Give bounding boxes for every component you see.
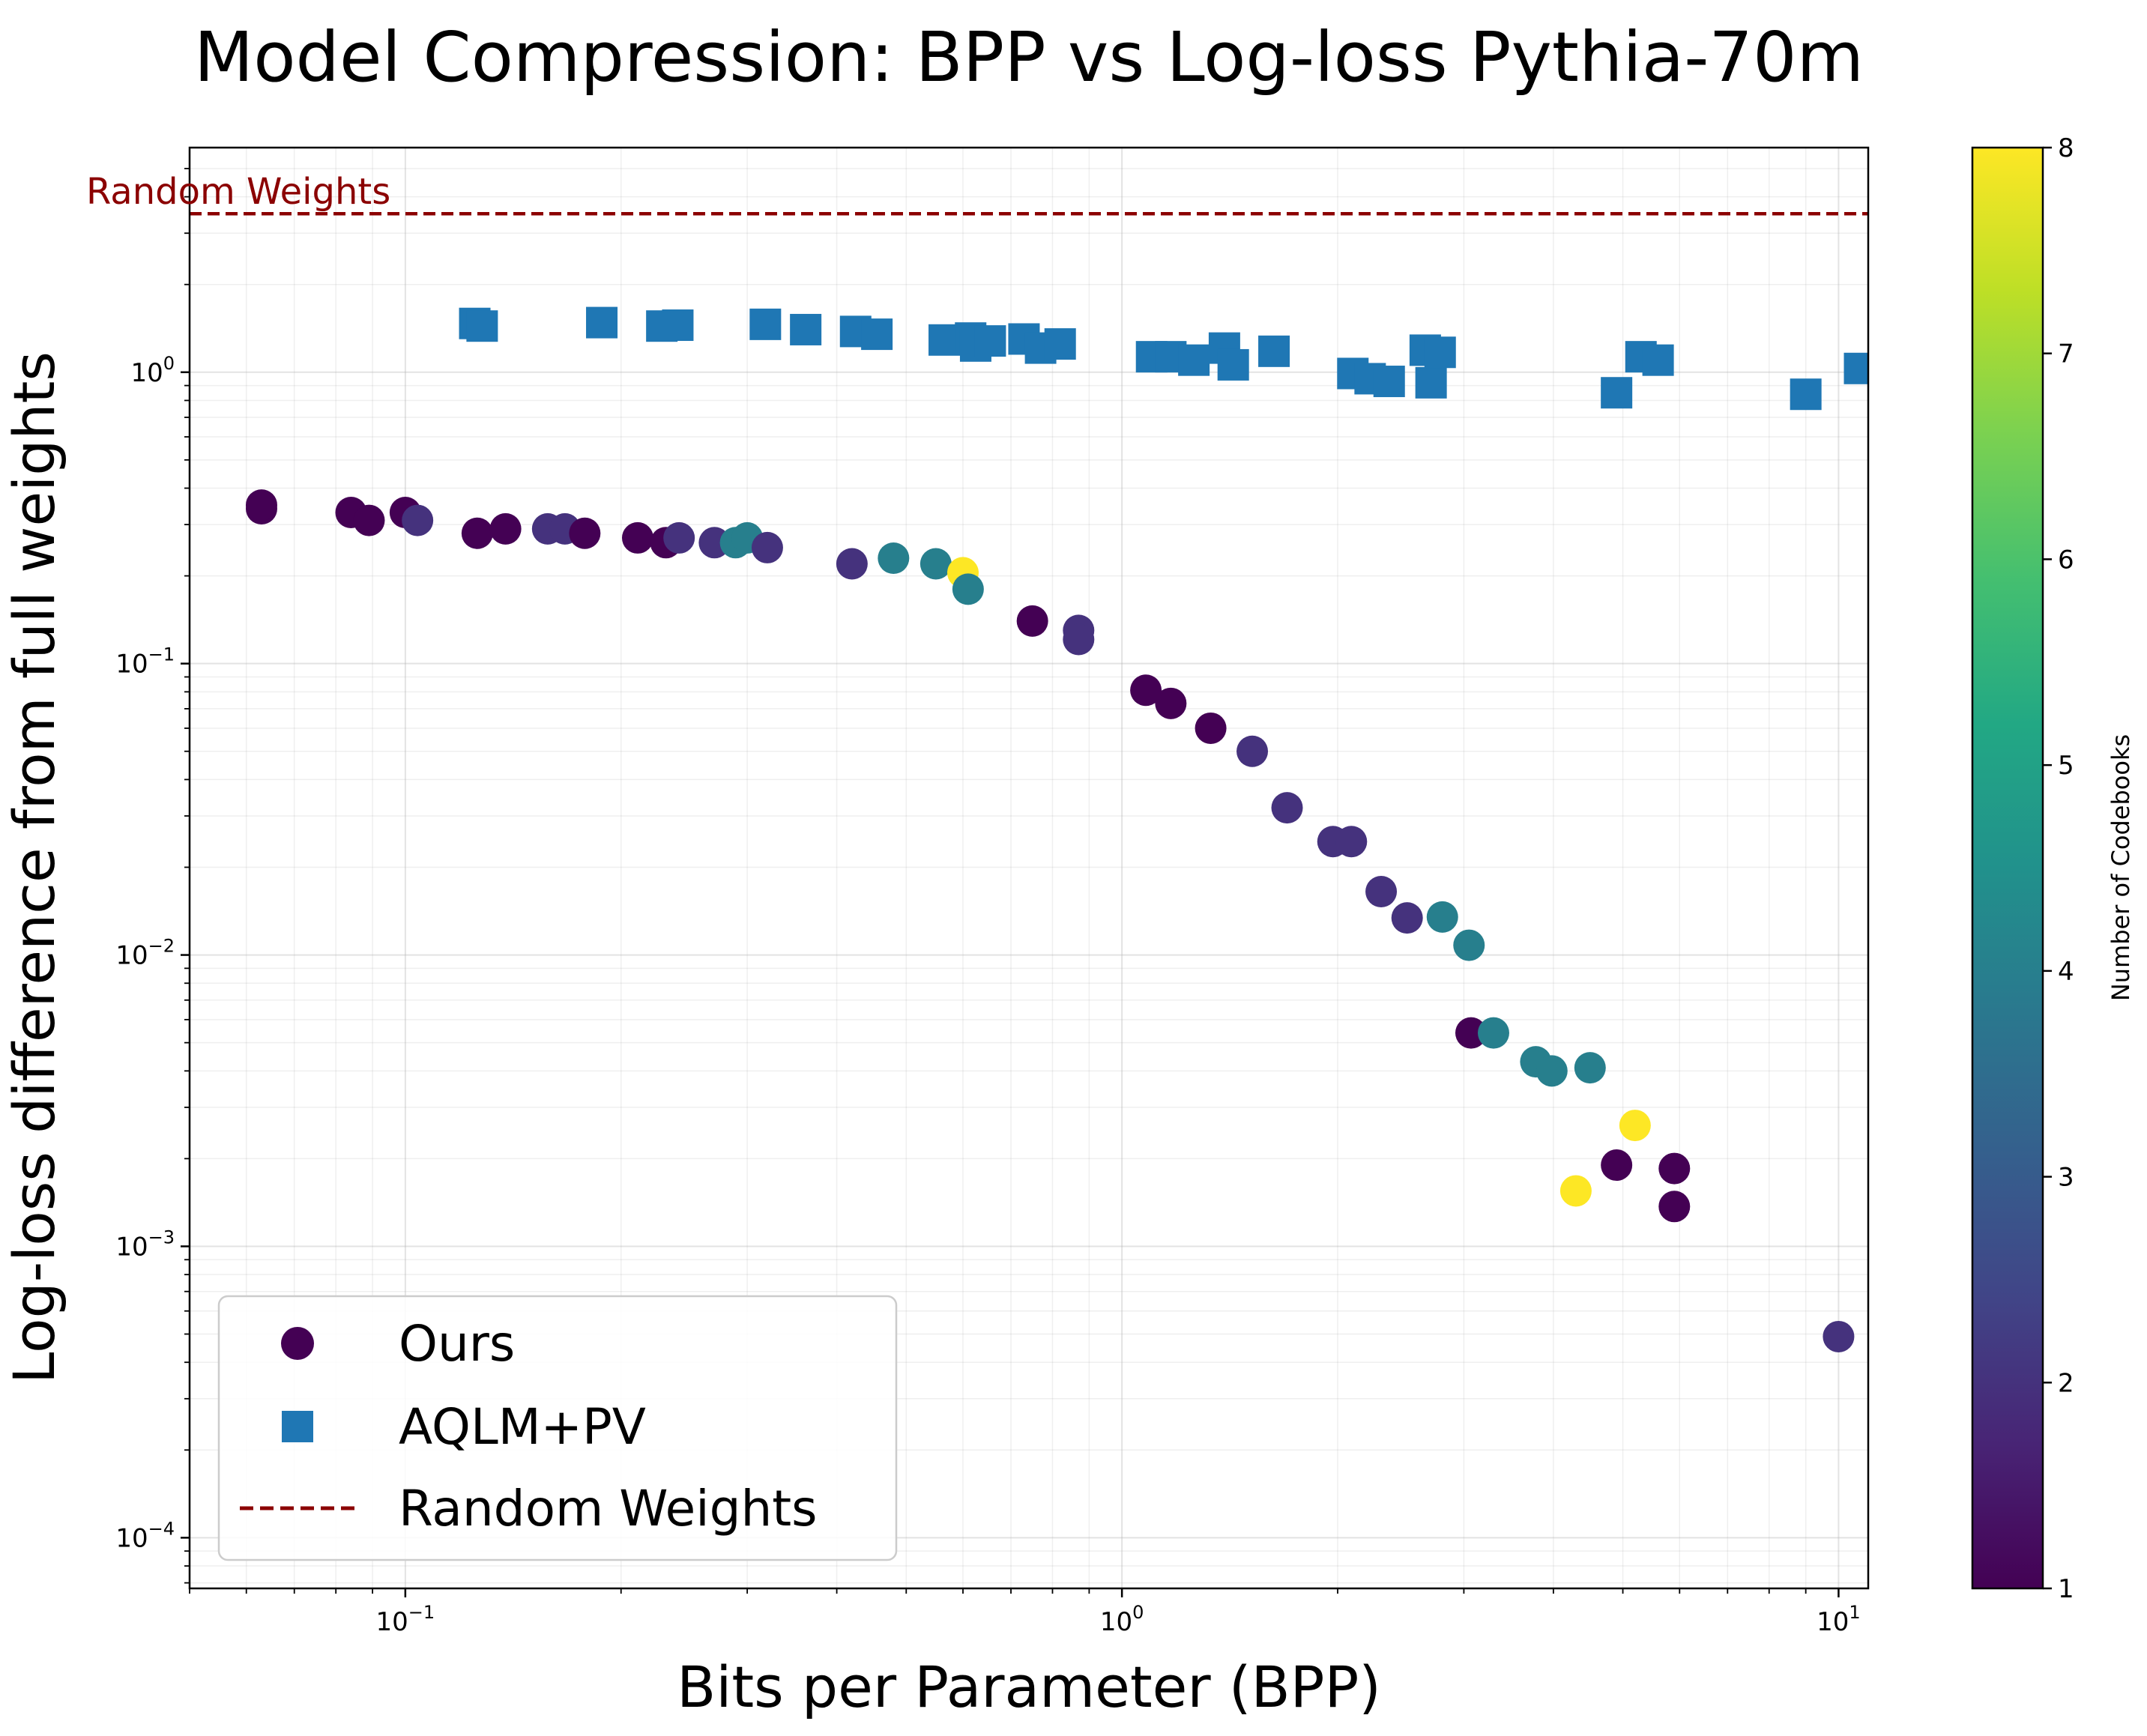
ours-point — [1601, 1149, 1633, 1182]
ours-point — [1271, 792, 1303, 824]
aqlm-point — [466, 310, 498, 342]
random-weights-annotation: Random Weights — [86, 171, 390, 213]
plot-frame — [188, 146, 1870, 1590]
ours-point — [751, 531, 783, 563]
colorbar-tick-label: 8 — [2058, 133, 2074, 163]
ours-point — [920, 548, 952, 580]
aqlm-point — [1044, 328, 1076, 360]
ours-point — [402, 504, 434, 536]
ours-point — [245, 489, 277, 521]
aqlm-point — [586, 306, 618, 339]
ours-point — [1535, 1055, 1568, 1087]
aqlm-point — [1642, 344, 1674, 376]
ours-point — [1574, 1052, 1606, 1084]
legend-label-ours: Ours — [399, 1315, 515, 1373]
colorbar-tick-label: 7 — [2058, 339, 2074, 369]
grid-lines — [189, 148, 1868, 1588]
legend-box — [217, 1295, 898, 1561]
ours-point — [621, 521, 653, 554]
ours-point — [663, 521, 695, 554]
x-tick-label: 101 — [1817, 1602, 1861, 1637]
ours-point — [1365, 875, 1398, 907]
ours-point — [1477, 1017, 1509, 1049]
ours-point — [569, 517, 601, 549]
x-axis-ticks: 10−1 100 101 — [189, 1588, 1861, 1637]
ours-point — [1559, 1175, 1592, 1207]
aqlm-point — [1178, 344, 1210, 376]
ours-point — [1391, 902, 1423, 934]
aqlm-point — [790, 313, 822, 345]
ours-point — [836, 548, 868, 580]
legend-marker-ours — [281, 1327, 314, 1360]
ours-point — [1823, 1320, 1855, 1352]
colorbar: 1 2 3 4 5 6 7 8 Number of Codebooks — [1971, 133, 2135, 1604]
ours-point — [1658, 1152, 1691, 1185]
y-tick-label: 10−4 — [115, 1518, 175, 1553]
colorbar-tick-label: 6 — [2058, 545, 2074, 575]
aqlm-point — [1843, 352, 1868, 384]
colorbar-tick-label: 1 — [2058, 1574, 2074, 1604]
ours-point — [878, 542, 910, 575]
ours-point — [461, 517, 493, 549]
y-tick-label: 10−1 — [115, 644, 175, 680]
x-tick-label: 10−1 — [376, 1602, 435, 1637]
ours-point — [1658, 1191, 1691, 1223]
aqlm-point — [662, 309, 694, 342]
ours-point — [1335, 826, 1368, 858]
ours-point — [1619, 1110, 1651, 1142]
y-axis-label: Log-loss difference from full weights — [1, 351, 67, 1384]
ours-point — [1195, 712, 1227, 744]
ours-point — [1453, 929, 1485, 961]
ours-point — [1063, 623, 1095, 656]
colorbar-tick-label: 4 — [2058, 957, 2074, 987]
ours-point — [1426, 901, 1458, 933]
y-tick-label: 10−2 — [115, 936, 175, 971]
colorbar-gradient — [1971, 146, 2044, 1590]
ours-point — [952, 573, 984, 605]
ours-point — [353, 504, 385, 536]
y-tick-label: 100 — [130, 353, 175, 388]
ours-point — [489, 512, 522, 545]
colorbar-tick-label: 3 — [2058, 1163, 2074, 1193]
colorbar-tick-label: 5 — [2058, 751, 2074, 781]
aqlm-point — [861, 318, 893, 351]
legend-label-aqlm: AQLM+PV — [399, 1398, 646, 1456]
legend-label-random: Random Weights — [399, 1480, 818, 1537]
aqlm-point — [1217, 348, 1249, 381]
x-axis-label: Bits per Parameter (BPP) — [677, 1654, 1381, 1720]
colorbar-ticks: 1 2 3 4 5 6 7 8 — [2043, 133, 2074, 1604]
aqlm-point — [1415, 366, 1447, 399]
aqlm-point — [1601, 377, 1633, 409]
ours-point — [1016, 605, 1048, 637]
colorbar-tick-label: 2 — [2058, 1368, 2074, 1398]
legend: Ours AQLM+PV Random Weights — [217, 1295, 898, 1561]
aqlm-point — [1424, 336, 1456, 369]
legend-marker-aqlm — [282, 1411, 313, 1442]
aqlm-point — [1790, 378, 1822, 411]
y-axis-ticks: 10−4 10−3 10−2 10−1 100 — [115, 168, 190, 1584]
ours-point — [1455, 1017, 1487, 1049]
aqlm-point — [749, 308, 782, 340]
aqlm-point — [1373, 366, 1405, 398]
chart-title: Model Compression: BPP vs Log-loss Pythi… — [194, 17, 1864, 97]
x-tick-label: 100 — [1100, 1602, 1144, 1637]
colorbar-label: Number of Codebooks — [2107, 734, 2135, 1001]
aqlm-point — [928, 324, 961, 356]
aqlm-point — [1258, 335, 1290, 367]
ours-point — [1236, 735, 1269, 767]
aqlm-point — [974, 325, 1006, 357]
y-tick-label: 10−3 — [115, 1227, 175, 1262]
ours-point — [1130, 674, 1162, 707]
ours-point — [1155, 687, 1187, 719]
data-points — [245, 306, 1868, 1352]
